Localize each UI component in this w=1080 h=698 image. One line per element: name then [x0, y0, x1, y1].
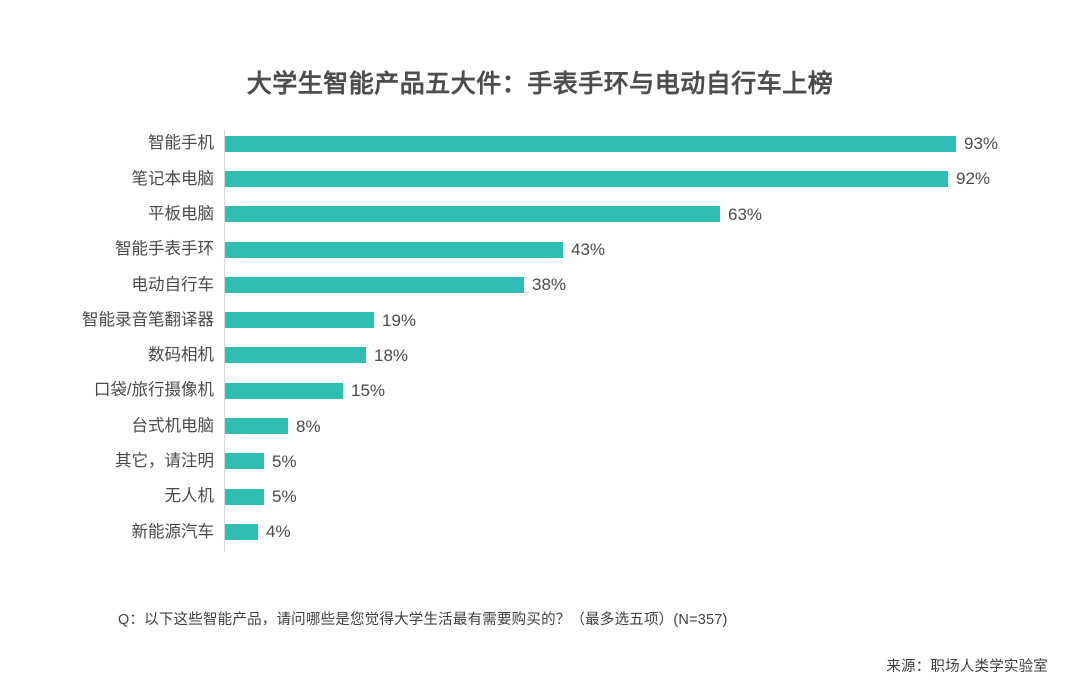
category-label: 电动自行车 — [131, 275, 215, 294]
bar-row: 智能录音笔翻译器 19% — [0, 302, 1080, 337]
bar-value-label: 92% — [956, 169, 991, 189]
category-label: 智能手表手环 — [115, 240, 214, 259]
plot-area: 智能手机 93% 笔记本电脑 92% 平板电脑 63% 智能手表手环 43% 电动自行车 38% 智… — [0, 126, 1080, 554]
y-axis-line — [224, 130, 225, 552]
bar-track: 5% — [225, 444, 297, 479]
bar — [225, 523, 258, 540]
bar-value-label: 5% — [272, 451, 297, 471]
bar-track: 19% — [225, 302, 416, 337]
category-label: 口袋/旅行摄像机 — [93, 381, 214, 400]
bar-row: 平板电脑 63% — [0, 197, 1080, 232]
bar-track: 5% — [225, 479, 297, 514]
category-label: 新能源汽车 — [131, 522, 215, 541]
category-label: 平板电脑 — [148, 204, 214, 223]
bar-row: 笔记本电脑 92% — [0, 161, 1080, 196]
bar-row: 其它，请注明 5% — [0, 444, 1080, 479]
bar-row: 智能手机 93% — [0, 126, 1080, 161]
bar — [225, 453, 264, 470]
category-label: 智能手机 — [148, 134, 214, 153]
bar-track: 63% — [225, 197, 762, 232]
bar — [225, 312, 374, 329]
category-label: 台式机电脑 — [131, 416, 215, 435]
bar-value-label: 4% — [266, 522, 291, 542]
bar-row: 无人机 5% — [0, 479, 1080, 514]
bar — [225, 241, 563, 258]
chart-title: 大学生智能产品五大件：手表手环与电动自行车上榜 — [246, 70, 834, 98]
question-note: Q：以下这些智能产品，请问哪些是您觉得大学生活最有需要购买的？（最多选五项）(N… — [118, 612, 728, 628]
bar — [225, 418, 288, 435]
bar-value-label: 38% — [532, 275, 567, 295]
bar-value-label: 93% — [964, 134, 999, 154]
bar-row: 智能手表手环 43% — [0, 232, 1080, 267]
bar — [225, 170, 948, 187]
category-label: 其它，请注明 — [115, 452, 214, 471]
bar — [225, 206, 720, 223]
bar — [225, 488, 264, 505]
bar — [225, 276, 524, 293]
bar-row: 电动自行车 38% — [0, 267, 1080, 302]
bar-track: 4% — [225, 514, 291, 549]
bar-series: 智能手机 93% 笔记本电脑 92% 平板电脑 63% 智能手表手环 43% 电动自行车 38% 智… — [0, 126, 1080, 550]
category-label: 无人机 — [164, 487, 215, 506]
bar — [225, 135, 956, 152]
bar — [225, 382, 343, 399]
category-label: 数码相机 — [148, 346, 214, 365]
bar-value-label: 43% — [571, 240, 606, 260]
bar-track: 38% — [225, 267, 566, 302]
bar-row: 台式机电脑 8% — [0, 408, 1080, 443]
bar-track: 93% — [225, 126, 998, 161]
bar-track: 92% — [225, 161, 990, 196]
category-label: 笔记本电脑 — [131, 169, 215, 188]
bar-row: 口袋/旅行摄像机 15% — [0, 373, 1080, 408]
bar-value-label: 15% — [351, 381, 386, 401]
bar-track: 8% — [225, 408, 321, 443]
bar-value-label: 8% — [296, 416, 321, 436]
bar-row: 新能源汽车 4% — [0, 514, 1080, 549]
bar-value-label: 18% — [374, 345, 409, 365]
bar-track: 43% — [225, 232, 605, 267]
source-note: 来源：职场人类学实验室 — [886, 659, 1048, 675]
bar-value-label: 19% — [382, 310, 417, 330]
category-label: 智能录音笔翻译器 — [82, 310, 214, 329]
bar-value-label: 63% — [728, 204, 763, 224]
bar-track: 18% — [225, 338, 408, 373]
bar-row: 数码相机 18% — [0, 338, 1080, 373]
bar — [225, 347, 366, 364]
bar-track: 15% — [225, 373, 385, 408]
bar-value-label: 5% — [272, 487, 297, 507]
